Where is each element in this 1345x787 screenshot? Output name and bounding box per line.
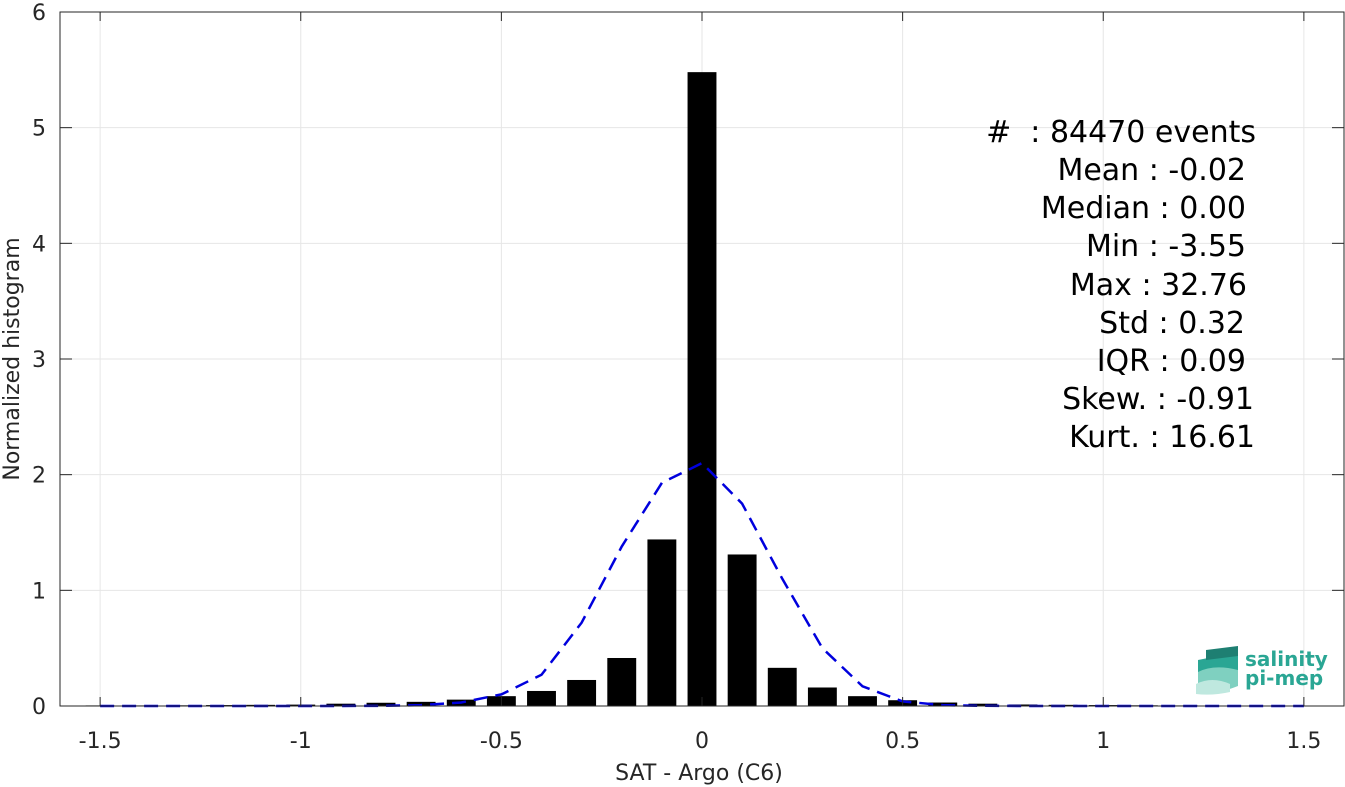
x-tick-label: -1	[290, 729, 312, 754]
logo-text-line1: salinity	[1245, 647, 1328, 671]
salinity-pi-mep-logo: salinity pi-mep	[1196, 646, 1328, 695]
y-tick-label: 1	[32, 579, 46, 604]
x-tick-label: 1	[1096, 729, 1110, 754]
x-tick-label: 0.5	[885, 729, 920, 754]
histogram-bar	[366, 702, 396, 706]
histogram-bar	[767, 667, 797, 706]
x-tick-label: -0.5	[480, 729, 523, 754]
histogram-bar	[687, 72, 717, 706]
y-tick-label: 3	[32, 348, 46, 373]
stats-max: Max : 32.76	[1070, 268, 1247, 303]
stats-skew: Skew. : -0.91	[1062, 382, 1254, 417]
histogram-bar	[647, 539, 677, 706]
x-axis-label: SAT - Argo (C6)	[615, 761, 783, 786]
stats-box: # : 84470 events Mean : -0.02 Median : 0…	[986, 115, 1256, 455]
histogram-bar	[326, 703, 356, 706]
y-tick-label: 4	[32, 232, 46, 257]
y-tick-label: 5	[32, 117, 46, 142]
x-tick-label: 0	[695, 729, 709, 754]
histogram-bar	[567, 679, 597, 706]
wave-logo-icon	[1196, 646, 1238, 695]
stats-kurt: Kurt. : 16.61	[1069, 420, 1255, 455]
y-tick-label: 0	[32, 695, 46, 720]
x-tick-label: -1.5	[79, 729, 122, 754]
histogram-bar	[968, 703, 998, 706]
x-tick-label: 1.5	[1286, 729, 1321, 754]
y-axis-label: Normalized histogram	[0, 237, 25, 480]
stats-std: Std : 0.32	[1099, 306, 1245, 341]
stats-iqr: IQR : 0.09	[1097, 344, 1246, 379]
histogram-bars	[85, 72, 1319, 707]
stats-median: Median : 0.00	[1041, 191, 1246, 226]
y-tick-label: 6	[32, 1, 46, 26]
histogram-bar	[527, 690, 556, 706]
histogram-bar	[727, 554, 757, 706]
histogram-bar	[848, 696, 877, 706]
stats-min: Min : -3.55	[1086, 229, 1246, 264]
histogram-bar	[607, 657, 637, 706]
y-tick-label: 2	[32, 464, 46, 489]
stats-count: # : 84470 events	[986, 115, 1256, 150]
stats-mean: Mean : -0.02	[1057, 153, 1246, 188]
histogram-bar	[807, 687, 837, 706]
logo-text-line2: pi-mep	[1245, 666, 1323, 690]
histogram-bar	[1008, 704, 1038, 706]
axis-ticks: -1.5 -1 -0.5 0 0.5 1 1.5 0 1 2 3 4 5 6	[32, 1, 1344, 754]
